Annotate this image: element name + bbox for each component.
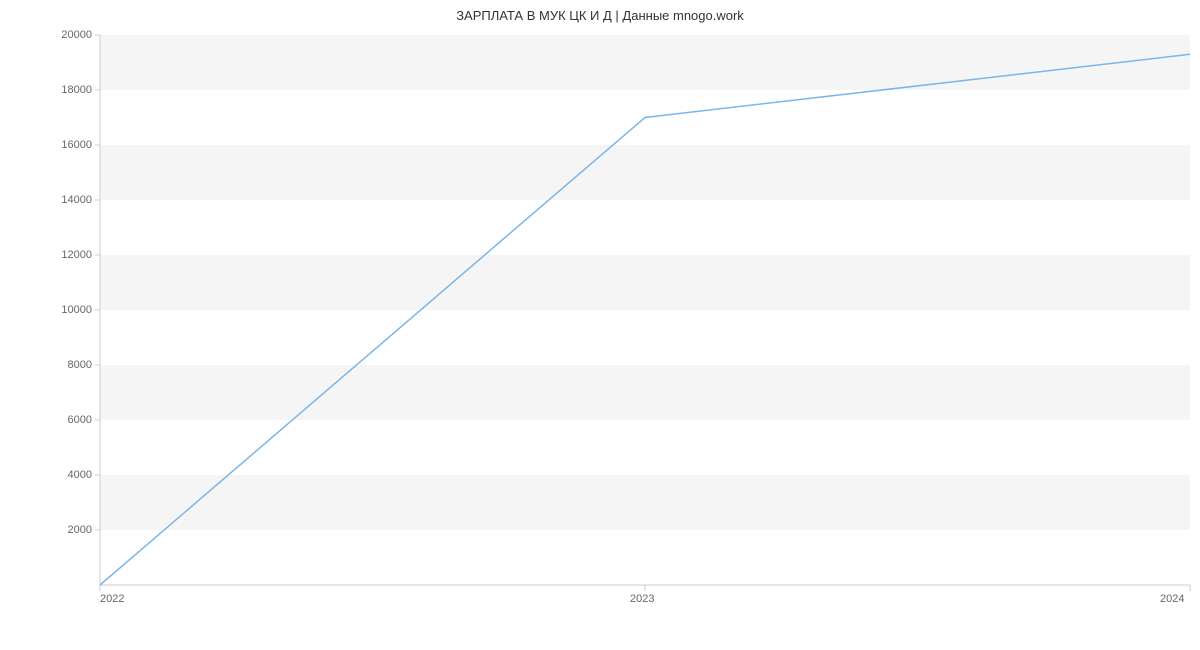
x-tick-label: 2022 bbox=[100, 593, 124, 605]
y-tick-label: 4000 bbox=[68, 469, 92, 481]
y-tick-label: 20000 bbox=[61, 29, 92, 41]
y-tick-label: 14000 bbox=[61, 194, 92, 206]
y-tick-label: 16000 bbox=[61, 139, 92, 151]
y-tick-label: 10000 bbox=[61, 304, 92, 316]
y-tick-label: 12000 bbox=[61, 249, 92, 261]
x-tick-label: 2024 bbox=[1160, 593, 1184, 605]
x-tick-label: 2023 bbox=[630, 593, 654, 605]
y-tick-label: 18000 bbox=[61, 84, 92, 96]
y-tick-label: 6000 bbox=[68, 414, 92, 426]
y-tick-label: 2000 bbox=[68, 524, 92, 536]
line-chart bbox=[0, 0, 1200, 650]
y-tick-label: 8000 bbox=[68, 359, 92, 371]
